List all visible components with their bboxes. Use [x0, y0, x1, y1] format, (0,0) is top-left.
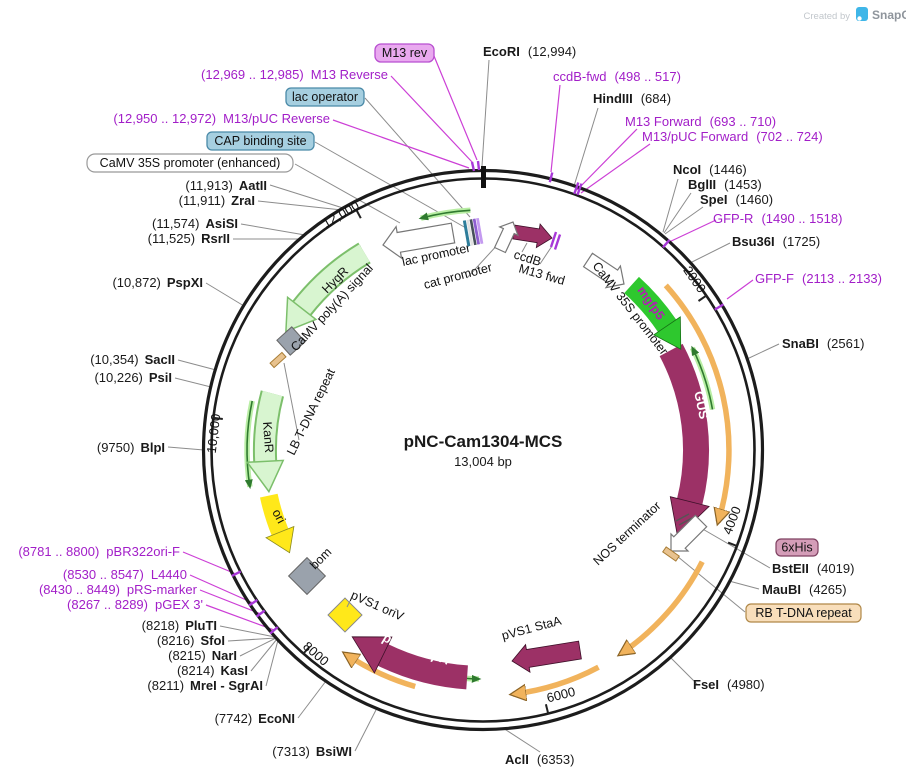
site-mrei-sgrai[interactable]: (8211) MreI - SgrAI [147, 678, 263, 693]
primer-labels: (12,969 .. 12,985) M13 Reverse (12,950 ..… [18, 67, 882, 612]
feature-kanr[interactable]: KanR [245, 390, 285, 494]
tick-6000: 6000 [545, 684, 577, 706]
feature-gus[interactable]: GUS [659, 343, 712, 538]
boxed-label-rb-tdna[interactable]: RB T-DNA repeat [745, 603, 862, 623]
tdna-region-arcs [345, 283, 732, 694]
feature-ori[interactable]: ori [259, 493, 295, 554]
primer-site-marks [231, 160, 725, 635]
site-bsteii[interactable]: BstEII (4019) [772, 561, 854, 576]
site-econi[interactable]: (7742) EcoNI [215, 711, 295, 726]
site-spei[interactable]: SpeI (1460) [700, 192, 773, 207]
boxed-label-lac-operator[interactable]: lac operator [285, 87, 365, 107]
origin-site-mark [481, 166, 486, 188]
site-ncoi[interactable]: NcoI (1446) [673, 162, 747, 177]
primer-l4440[interactable]: (8530 .. 8547) L4440 [63, 567, 187, 582]
tick-10000: 10,000 [204, 413, 224, 454]
primer-gfp-r[interactable]: GFP-R (1490 .. 1518) [713, 211, 842, 226]
feature-lb-tdna-label[interactable]: LB T-DNA repeat [284, 366, 338, 457]
feature-m13-fwd-label[interactable]: M13 fwd [517, 261, 566, 287]
site-blpi[interactable]: (9750) BlpI [97, 440, 165, 455]
feature-gus-label[interactable]: GUS [691, 390, 712, 421]
plasmid-size: 13,004 bp [454, 454, 512, 469]
boxed-label-camv-35s-enhanced[interactable]: CaMV 35S promoter (enhanced) [86, 153, 294, 173]
site-snabi[interactable]: SnaBI (2561) [782, 336, 864, 351]
feature-bom[interactable]: bom [287, 545, 335, 596]
plasmid-title-group: pNC-Cam1304-MCS 13,004 bp [404, 432, 563, 469]
boxed-label-cap-binding-site[interactable]: CAP binding site [206, 131, 315, 151]
site-labels-left: (11,913) AatII (11,911) ZraI (11,574) AsiSI… [90, 178, 352, 759]
site-pspxi[interactable]: (10,872) PspXI [112, 275, 203, 290]
feature-nos-terminator-label[interactable]: NOS terminator [590, 499, 663, 568]
svg-text:RB T-DNA repeat: RB T-DNA repeat [755, 606, 852, 620]
site-rsrii[interactable]: (11,525) RsrII [148, 231, 230, 246]
tick-2000: 2000 [680, 263, 709, 295]
feature-pvs1-staa-label[interactable]: pVS1 StaA [500, 613, 563, 643]
svg-text:M13 rev: M13 rev [382, 46, 428, 60]
feature-hygr[interactable]: HygR [285, 242, 371, 333]
primer-gfp-f[interactable]: GFP-F (2113 .. 2133) [755, 271, 882, 286]
site-sacii[interactable]: (10,354) SacII [90, 352, 175, 367]
site-acli[interactable]: AclI (6353) [505, 752, 574, 767]
feature-pvs1-oriv[interactable]: pVS1 oriV [327, 588, 406, 633]
svg-text:lac operator: lac operator [292, 90, 358, 104]
rb-tdna-site-mark [662, 546, 680, 562]
site-fsei[interactable]: FseI (4980) [693, 677, 765, 692]
primer-m13-puc-reverse[interactable]: (12,950 .. 12,972) M13/pUC Reverse [113, 111, 330, 126]
site-aatii[interactable]: (11,913) AatII [185, 178, 267, 193]
site-nari[interactable]: (8215) NarI [168, 648, 237, 663]
svg-text:CaMV 35S promoter (enhanced): CaMV 35S promoter (enhanced) [100, 156, 281, 170]
snapgene-logo-dot [857, 16, 862, 21]
plasmid-name: pNC-Cam1304-MCS [404, 432, 563, 451]
primer-m13-reverse[interactable]: (12,969 .. 12,985) M13 Reverse [201, 67, 388, 82]
feature-kanr-label[interactable]: KanR [260, 421, 276, 453]
site-asisi[interactable]: (11,574) AsiSI [152, 216, 238, 231]
site-labels-right: EcoRI (12,994) HindIII (684) NcoI (1446) Bg… [483, 44, 864, 767]
site-hindiii[interactable]: HindIII (684) [593, 91, 671, 106]
primer-prs-marker[interactable]: (8430 .. 8449) pRS-marker [39, 582, 198, 597]
primer-pgex-3[interactable]: (8267 .. 8289) pGEX 3' [67, 597, 203, 612]
primer-m13-puc-forward[interactable]: M13/pUC Forward (702 .. 724) [642, 129, 823, 144]
site-bsu36i[interactable]: Bsu36I (1725) [732, 234, 820, 249]
watermark-brand: SnapGene [872, 8, 906, 22]
site-maubi[interactable]: MauBI (4265) [762, 582, 847, 597]
site-bsiwi[interactable]: (7313) BsiWI [272, 744, 352, 759]
boxed-label-m13-rev[interactable]: M13 rev [374, 43, 435, 63]
svg-text:CAP binding site: CAP binding site [214, 134, 306, 148]
primer-m13-forward[interactable]: M13 Forward (693 .. 710) [625, 114, 776, 129]
regulatory-site-marks [462, 217, 484, 247]
site-zrai[interactable]: (11,911) ZraI [179, 193, 255, 208]
watermark-created-by: Created by [804, 11, 851, 22]
site-psii[interactable]: (10,226) PsiI [94, 370, 172, 385]
feature-cat-promoter-label[interactable]: cat promoter [422, 260, 493, 292]
svg-text:6xHis: 6xHis [781, 541, 812, 555]
primer-ccdb-fwd[interactable]: ccdB-fwd (498 .. 517) [553, 69, 681, 84]
site-bglii[interactable]: BglII (1453) [688, 177, 762, 192]
site-pluti[interactable]: (8218) PluTI [142, 618, 217, 633]
feature-lac-promoter[interactable]: lac promoter [382, 222, 472, 269]
site-ecori[interactable]: EcoRI (12,994) [483, 44, 576, 59]
site-sfoi[interactable]: (8216) SfoI [157, 633, 225, 648]
feature-ori-label[interactable]: ori [269, 507, 288, 526]
site-kasi[interactable]: (8214) KasI [177, 663, 248, 678]
primer-pbr322ori-f[interactable]: (8781 .. 8800) pBR322ori-F [18, 544, 180, 559]
watermark: Created by SnapGene [804, 7, 906, 22]
feature-pvs1-staa[interactable]: pVS1 StaA [500, 613, 582, 674]
leader-lines-primer [182, 55, 754, 631]
boxed-label-6xhis[interactable]: 6xHis [775, 538, 819, 557]
feature-ccdb[interactable]: ccdB [512, 223, 553, 269]
scale-ticks [212, 166, 738, 715]
